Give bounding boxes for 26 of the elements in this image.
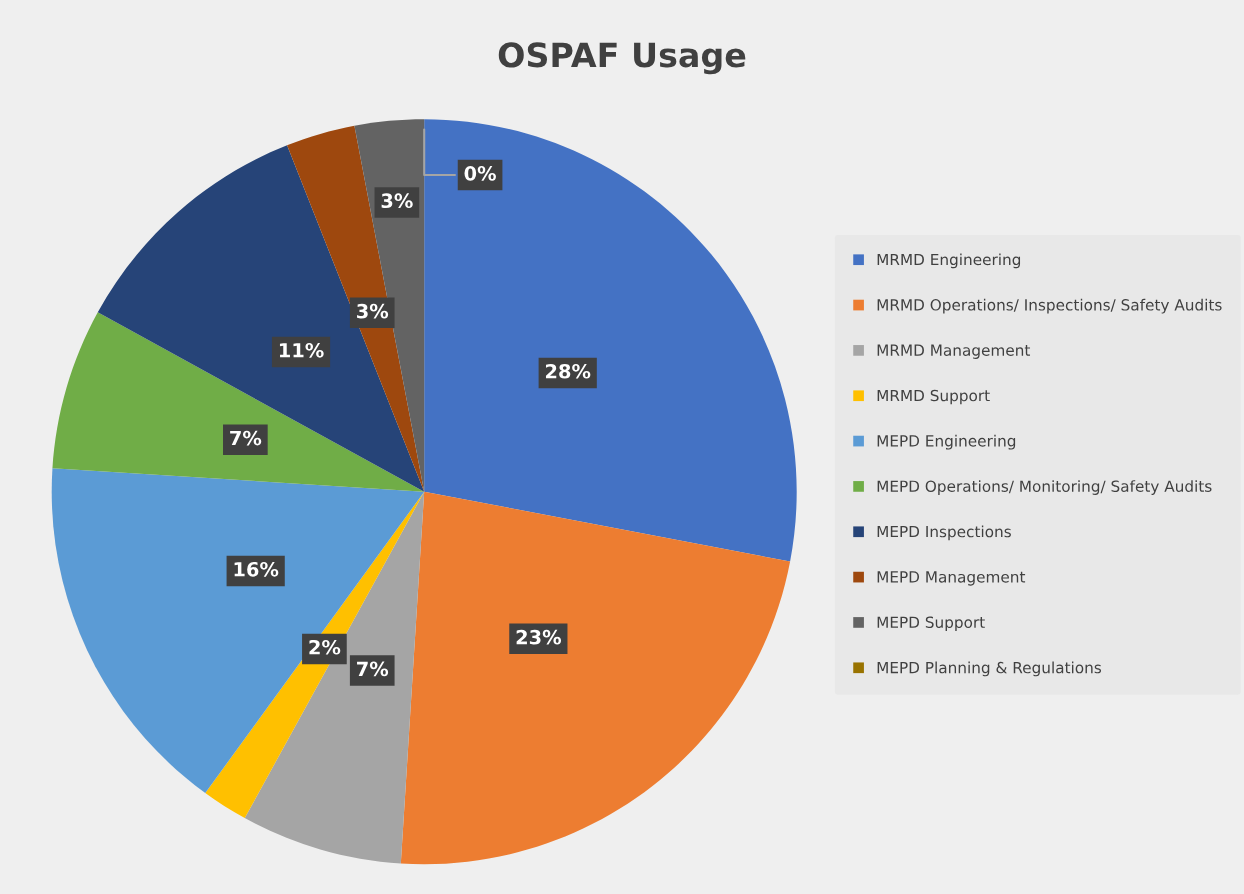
legend-label: MEPD Management xyxy=(877,571,1026,586)
pie-slice xyxy=(97,145,425,492)
data-label: 11% xyxy=(279,342,324,358)
data-label: 16% xyxy=(234,561,279,577)
legend-label: MEPD Inspections xyxy=(877,525,1011,541)
pie-slice xyxy=(205,491,425,819)
legend-label: MRMD Support xyxy=(877,389,990,405)
pie-slice xyxy=(400,491,791,865)
data-label: 7% xyxy=(357,661,389,677)
legend-label: MEPD Support xyxy=(877,616,985,631)
legend-label: MRMD Engineering xyxy=(877,253,1021,269)
legend-label: MRMD Management xyxy=(877,344,1031,359)
pie-slice xyxy=(51,468,425,794)
pie-slice xyxy=(424,119,797,562)
data-label: 3% xyxy=(357,303,389,319)
data-label: 2% xyxy=(309,639,341,655)
text: 0% xyxy=(464,166,496,181)
data-label: 7% xyxy=(230,430,262,446)
data-label: 28% xyxy=(545,363,591,379)
legend-label: MEPD Planning & Regulations xyxy=(877,661,1102,677)
legend-label: MEPD Operations/ Monitoring/ Safety Audits xyxy=(877,480,1212,495)
data-label: 23% xyxy=(516,629,562,645)
legend-label: MEPD Engineering xyxy=(877,434,1016,450)
data-label: 3% xyxy=(381,193,413,209)
legend-label: MRMD Operations/ Inspections/ Safety Audits xyxy=(877,298,1222,314)
chart-title: OSPAF Usage xyxy=(498,42,746,75)
